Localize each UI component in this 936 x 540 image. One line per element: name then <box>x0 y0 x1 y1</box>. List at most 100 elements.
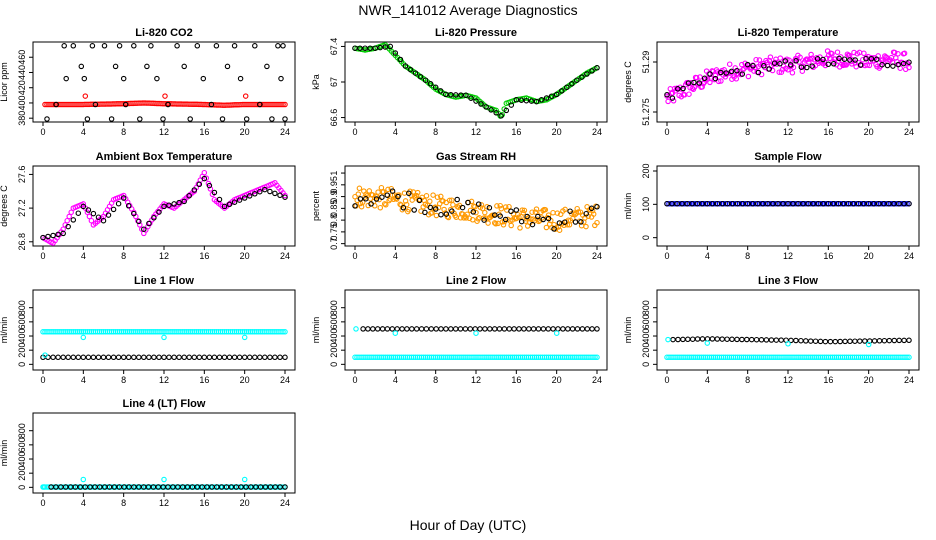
data-point <box>508 208 514 215</box>
data-point <box>827 338 834 345</box>
data-point <box>589 208 596 214</box>
x-tick-label: 4 <box>81 251 86 261</box>
data-point <box>778 69 785 75</box>
data-point <box>226 354 233 361</box>
data-point <box>477 326 483 332</box>
data-point <box>411 207 417 213</box>
data-point <box>50 354 56 361</box>
x-tick-label: 16 <box>199 375 209 385</box>
data-point <box>499 111 505 118</box>
data-point <box>156 209 162 215</box>
data-point <box>491 220 498 226</box>
data-point <box>787 62 794 68</box>
y-tick-label: 200 <box>641 343 651 358</box>
data-point <box>765 200 771 207</box>
data-point <box>861 50 867 57</box>
data-point <box>775 200 781 207</box>
data-point <box>689 200 695 207</box>
data-point <box>373 196 380 202</box>
data-point <box>532 209 539 215</box>
data-point <box>535 213 541 220</box>
data-point <box>402 63 409 69</box>
data-point <box>487 326 493 332</box>
x-tick-label: 24 <box>592 375 602 385</box>
data-point <box>125 354 132 361</box>
data-point <box>753 56 759 63</box>
x-tick-label: 24 <box>280 251 290 261</box>
x-tick-label: 4 <box>81 498 86 508</box>
plot-frame <box>32 41 296 123</box>
data-point <box>701 75 708 82</box>
data-point <box>282 192 288 199</box>
data-point <box>80 334 87 341</box>
data-point <box>80 354 87 361</box>
panel-title: Line 1 Flow <box>134 275 194 287</box>
y-tick-label: 200 <box>329 343 339 358</box>
data-point <box>352 45 358 51</box>
y-tick-label: 400 <box>17 95 27 110</box>
data-point <box>394 326 400 332</box>
data-point <box>252 191 258 197</box>
data-point <box>881 337 888 344</box>
data-point <box>723 70 729 76</box>
chart-panel: Li-820 Temperature degrees C 0 4 8 12 16 20 24 51… <box>623 27 920 137</box>
x-tick-label: 20 <box>552 251 562 261</box>
data-point <box>876 200 882 207</box>
data-point <box>70 354 77 361</box>
y-tick-label: 0.7 <box>329 237 339 250</box>
data-point <box>538 97 545 103</box>
data-point <box>766 57 773 64</box>
x-tick-label: 20 <box>240 498 250 508</box>
data-point <box>141 226 147 232</box>
data-point <box>665 98 671 105</box>
data-point <box>362 45 368 51</box>
data-point <box>871 338 878 344</box>
data-point <box>462 326 469 332</box>
data-point <box>529 209 535 215</box>
data-point <box>852 57 858 63</box>
data-point <box>372 45 378 51</box>
data-point <box>851 49 857 56</box>
data-point <box>196 354 203 361</box>
data-point <box>374 326 381 332</box>
data-point <box>161 354 167 361</box>
data-point <box>890 63 896 69</box>
y-tick-label: 400 <box>17 452 27 467</box>
data-point <box>841 56 848 62</box>
data-point <box>906 200 912 207</box>
data-point <box>428 326 435 332</box>
data-point <box>901 200 907 207</box>
data-point <box>906 59 912 65</box>
x-tick-label: 16 <box>823 375 833 385</box>
data-point <box>835 58 842 65</box>
chart-panel: Line 1 Flow ml/min 0 4 8 12 16 20 24 0 20040060080… <box>0 275 296 385</box>
data-point <box>382 44 389 50</box>
data-point <box>526 326 532 332</box>
data-point <box>241 334 248 341</box>
data-point <box>517 225 523 231</box>
data-point <box>243 116 250 122</box>
data-point <box>384 326 391 332</box>
plot-frame <box>32 412 296 494</box>
data-point <box>475 216 481 222</box>
x-tick-label: 20 <box>240 127 250 137</box>
data-point <box>151 354 157 361</box>
y-tick-label: 400 <box>17 329 27 344</box>
data-point <box>206 354 213 361</box>
data-point <box>275 43 281 49</box>
data-point <box>714 336 721 342</box>
data-point <box>201 175 208 182</box>
data-point <box>355 191 362 197</box>
data-point <box>437 88 444 94</box>
data-point <box>221 203 228 210</box>
data-point <box>498 113 504 119</box>
data-point <box>734 336 740 343</box>
data-point <box>594 65 600 71</box>
x-tick-label: 20 <box>240 375 250 385</box>
data-point <box>473 98 479 104</box>
data-point <box>433 212 440 219</box>
data-point <box>482 209 488 216</box>
data-point <box>257 354 263 361</box>
data-point <box>686 91 692 97</box>
